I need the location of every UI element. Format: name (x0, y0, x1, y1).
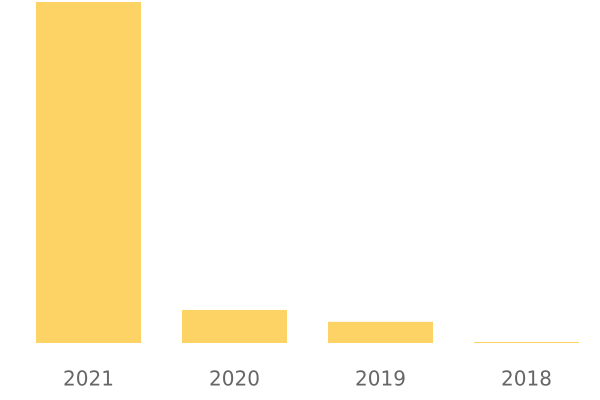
x-tick-label: 2019 (355, 367, 406, 391)
bar (474, 341, 579, 343)
bar (36, 2, 141, 343)
x-tick-label: 2018 (501, 367, 552, 391)
bar (328, 321, 433, 343)
bar (182, 309, 287, 343)
x-tick-label: 2021 (63, 367, 114, 391)
x-tick-label: 2020 (209, 367, 260, 391)
